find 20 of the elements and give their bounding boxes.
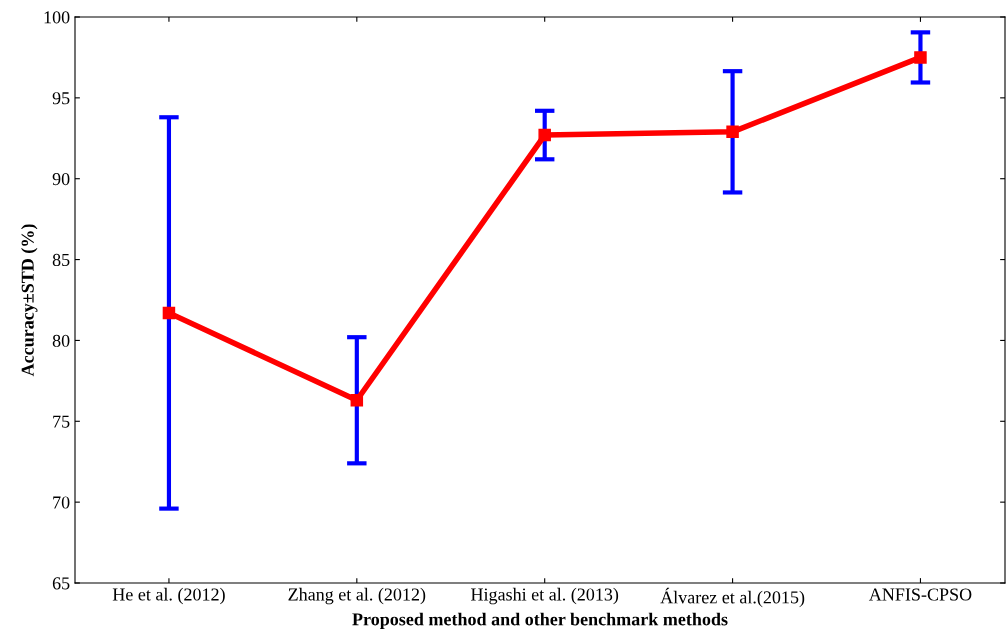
x-axis-title: Proposed method and other benchmark methods xyxy=(352,612,728,630)
x-tick-label: Zhang et al. (2012) xyxy=(288,587,426,605)
x-tick-label: He et al. (2012) xyxy=(112,587,225,605)
y-tick-label: 90 xyxy=(52,172,70,186)
point xyxy=(538,128,551,142)
y-tick-label: 80 xyxy=(52,334,70,347)
point xyxy=(914,51,927,64)
x-tick-label: Álvarez et al.(2015) xyxy=(660,587,805,608)
point xyxy=(162,306,176,320)
y-tick-label: 95 xyxy=(52,92,70,105)
point xyxy=(726,125,739,139)
y-tick-label: 75 xyxy=(53,415,70,428)
x-tick-label: ANFIS-CPSO xyxy=(868,588,972,601)
y-tick-label: 100 xyxy=(44,11,70,24)
y-tick-label: 85 xyxy=(52,253,70,267)
y-axis-title: Accuracy±STD (%) xyxy=(21,224,38,377)
point xyxy=(350,394,364,407)
y-tick-label: 70 xyxy=(53,496,70,509)
x-tick-label: Higashi et al. (2013) xyxy=(471,587,619,605)
y-tick-label: 65 xyxy=(52,577,70,590)
